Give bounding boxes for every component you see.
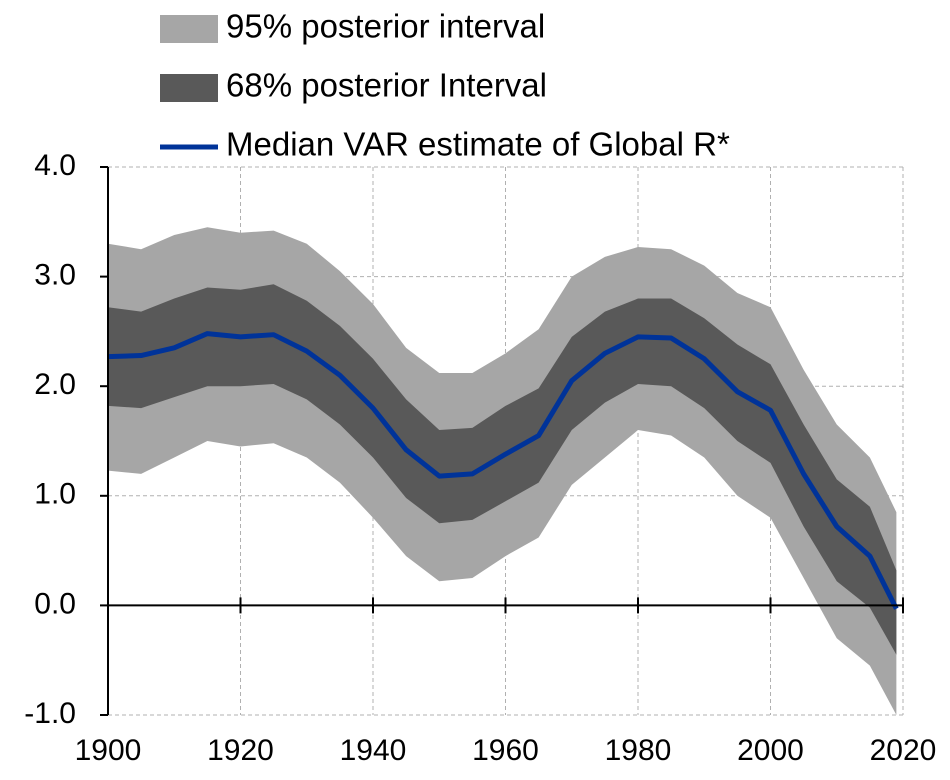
y-tick-label: 2.0 — [34, 368, 76, 401]
x-tick-label: 1960 — [472, 734, 539, 767]
x-tick-label: 1980 — [605, 734, 672, 767]
x-tick-label: 1900 — [75, 734, 142, 767]
y-tick-label: 4.0 — [34, 149, 76, 182]
legend-swatch — [160, 15, 218, 43]
line — [107, 331, 899, 610]
y-tick-label: 3.0 — [34, 259, 76, 292]
x-tick-label: 2020 — [870, 734, 937, 767]
legend-label: 95% posterior interval — [226, 8, 545, 45]
x-tick-label: 1940 — [340, 734, 407, 767]
legend-label: 68% posterior Interval — [226, 67, 547, 104]
legend-label: Median VAR estimate of Global R* — [226, 126, 730, 163]
y-tick-label: 1.0 — [34, 478, 76, 511]
band — [108, 284, 897, 655]
y-tick-label: -1.0 — [24, 697, 76, 730]
x-tick-label: 1920 — [207, 734, 274, 767]
legend-swatch — [160, 74, 218, 102]
y-tick-label: 0.0 — [34, 587, 76, 620]
x-tick-label: 2000 — [737, 734, 804, 767]
